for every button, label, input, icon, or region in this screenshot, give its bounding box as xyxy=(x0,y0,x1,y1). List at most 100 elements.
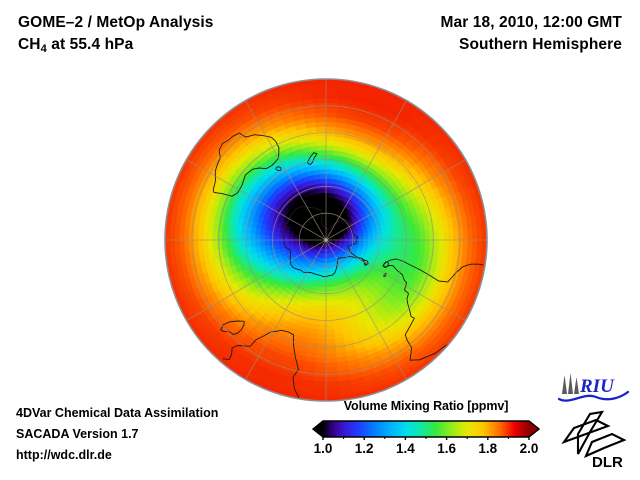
map-cell xyxy=(287,239,294,244)
map-cell xyxy=(405,239,412,248)
map-cell xyxy=(368,235,374,241)
map-cell xyxy=(443,228,450,241)
map-cell xyxy=(212,229,218,241)
map-cell xyxy=(377,239,384,246)
riu-wave-icon xyxy=(557,390,630,402)
map-cell xyxy=(452,228,459,241)
map-cell xyxy=(391,239,398,247)
map-cell xyxy=(183,239,190,253)
map-cell xyxy=(316,135,327,142)
map-cell xyxy=(325,111,338,118)
colorbar-tick-1.2: 1.2 xyxy=(354,441,374,456)
map-cell xyxy=(221,230,228,241)
map-cell xyxy=(322,201,327,208)
map-cell xyxy=(325,102,339,109)
map-cell xyxy=(316,343,327,350)
map-cell xyxy=(325,300,333,307)
pressure-level-label: at 55.4 hPa xyxy=(46,36,134,53)
map-cell xyxy=(325,390,340,397)
map-cell xyxy=(325,121,337,128)
dlr-wordmark: DLR xyxy=(592,454,623,471)
map-cell xyxy=(429,230,436,241)
graticule-meridian xyxy=(186,159,327,241)
map-cell xyxy=(226,230,233,241)
map-cell xyxy=(424,230,431,241)
graticule-meridian xyxy=(245,100,327,241)
map-cell xyxy=(312,88,327,95)
map-cell xyxy=(462,227,469,241)
graticule-layer xyxy=(165,79,487,401)
map-cell xyxy=(325,135,336,142)
map-cell xyxy=(325,140,336,147)
map-cell xyxy=(169,226,176,241)
map-cell xyxy=(193,239,200,252)
map-cell xyxy=(313,97,327,104)
coastline-tierra-del-fuego xyxy=(383,261,390,268)
map-cell xyxy=(325,178,332,184)
map-cell xyxy=(264,234,270,241)
map-cell xyxy=(325,159,334,165)
map-cell xyxy=(319,305,327,312)
map-cell xyxy=(319,310,327,317)
map-cell xyxy=(316,140,327,147)
map-cell xyxy=(235,231,242,241)
title-species-level: CH4 at 55.4 hPa xyxy=(18,34,214,57)
map-cell xyxy=(382,239,388,246)
map-cell xyxy=(207,239,214,251)
map-cell xyxy=(325,296,332,302)
map-cell xyxy=(212,239,218,251)
title-instrument: GOME–2 / MetOp Analysis xyxy=(18,14,214,31)
map-cell xyxy=(312,390,327,397)
map-cell xyxy=(438,229,445,241)
map-cell xyxy=(216,230,223,241)
website-link[interactable]: http://wdc.dlr.de xyxy=(16,448,112,462)
map-cell xyxy=(415,239,422,249)
map-cell xyxy=(314,111,327,118)
map-cell xyxy=(320,296,327,302)
map-cell xyxy=(363,235,369,241)
map-cell xyxy=(312,385,327,392)
map-cell xyxy=(183,227,190,241)
map-cell xyxy=(325,385,340,392)
version-label: SACADA Version 1.7 xyxy=(16,427,139,441)
map-cell xyxy=(325,163,333,170)
map-cell xyxy=(317,144,327,151)
graticule-meridian xyxy=(325,239,466,321)
map-cell xyxy=(325,381,340,388)
map-cell xyxy=(319,163,327,170)
map-cell xyxy=(245,232,251,241)
map-cell xyxy=(396,239,403,247)
map-cell xyxy=(325,357,338,364)
map-cell xyxy=(325,149,335,156)
map-cell xyxy=(471,226,478,241)
map-cell xyxy=(419,239,426,250)
map-cell xyxy=(448,239,455,252)
graticule-meridian xyxy=(325,159,466,241)
map-cell xyxy=(259,239,266,247)
map-cell xyxy=(254,239,261,247)
map-cell xyxy=(318,315,327,321)
map-cell xyxy=(443,239,450,252)
colorbar-tick-2.0: 2.0 xyxy=(519,441,539,456)
map-cell xyxy=(325,168,333,175)
map-cell xyxy=(377,234,384,241)
map-cell xyxy=(316,130,327,137)
map-cell xyxy=(401,232,407,241)
map-cell xyxy=(197,228,204,241)
map-cell xyxy=(314,357,327,364)
graticule-meridian xyxy=(325,100,407,241)
map-cell xyxy=(313,371,327,378)
map-cell xyxy=(319,168,327,175)
map-cell xyxy=(325,305,333,312)
map-cell xyxy=(240,239,247,248)
map-cell xyxy=(254,233,261,241)
map-cell xyxy=(320,182,327,189)
map-cell xyxy=(174,226,181,241)
map-cell xyxy=(314,366,327,373)
map-cell xyxy=(476,239,483,254)
coastline-antarctic-peninsula xyxy=(361,258,369,266)
footer-credits: 4DVar Chemical Data Assimilation SACADA … xyxy=(16,403,218,466)
map-cell xyxy=(471,239,478,254)
